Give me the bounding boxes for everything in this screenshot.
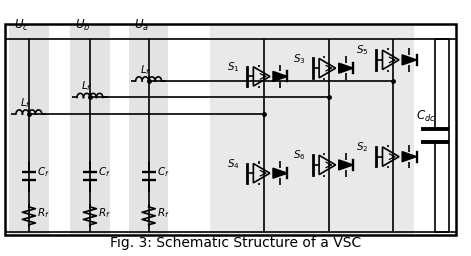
Text: $S_1$: $S_1$ <box>227 60 239 74</box>
Text: $S_5$: $S_5$ <box>356 44 368 57</box>
Text: $S_3$: $S_3$ <box>292 52 305 66</box>
Polygon shape <box>402 55 416 65</box>
FancyBboxPatch shape <box>70 25 110 234</box>
Text: $\mathit{U}_b$: $\mathit{U}_b$ <box>75 17 90 33</box>
Text: $\mathit{U}_a$: $\mathit{U}_a$ <box>134 17 149 33</box>
Polygon shape <box>339 160 353 170</box>
Text: $R_f$: $R_f$ <box>37 206 50 220</box>
Polygon shape <box>402 152 416 162</box>
Text: $L_f$: $L_f$ <box>20 96 32 110</box>
Polygon shape <box>339 63 353 73</box>
Text: $L_f$: $L_f$ <box>81 79 93 93</box>
FancyBboxPatch shape <box>129 25 168 234</box>
Text: $R_f$: $R_f$ <box>157 206 170 220</box>
Text: $R_f$: $R_f$ <box>98 206 111 220</box>
FancyBboxPatch shape <box>210 25 414 234</box>
Text: $S_6$: $S_6$ <box>292 148 305 162</box>
Text: $\mathit{U}_c$: $\mathit{U}_c$ <box>14 17 29 33</box>
Text: Fig. 3: Schematic Structure of a VSC: Fig. 3: Schematic Structure of a VSC <box>110 236 361 250</box>
Text: $C_f$: $C_f$ <box>37 165 50 179</box>
Text: $S_4$: $S_4$ <box>227 157 240 171</box>
Text: $L_f$: $L_f$ <box>140 63 152 77</box>
FancyBboxPatch shape <box>9 25 49 234</box>
Polygon shape <box>273 168 287 178</box>
Bar <box>5 24 456 235</box>
Text: $C_f$: $C_f$ <box>98 165 111 179</box>
Text: $C_f$: $C_f$ <box>157 165 170 179</box>
Polygon shape <box>273 71 287 81</box>
Text: $S_2$: $S_2$ <box>356 140 368 154</box>
Text: $C_{dc}$: $C_{dc}$ <box>416 109 436 124</box>
